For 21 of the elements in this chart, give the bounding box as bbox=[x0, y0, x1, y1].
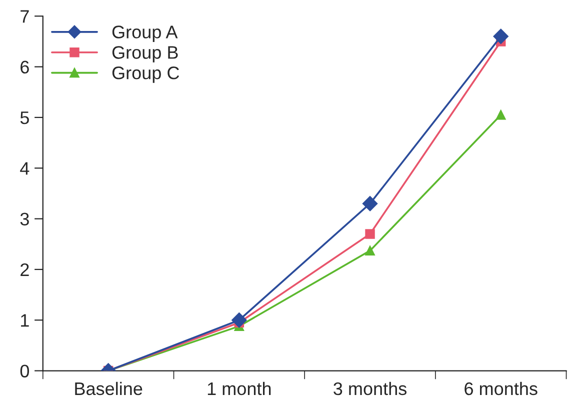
y-tick-label: 0 bbox=[20, 364, 29, 378]
y-tick-label: 4 bbox=[20, 162, 30, 175]
point bbox=[496, 110, 506, 120]
x-tick-label: 1 month bbox=[208, 382, 271, 396]
point bbox=[365, 229, 375, 239]
legend-label: Group C bbox=[112, 66, 180, 83]
x-tick-label: 6 months bbox=[464, 382, 538, 396]
point bbox=[365, 246, 375, 256]
y-tick-label: 6 bbox=[20, 60, 29, 74]
legend-label: Group B bbox=[112, 46, 178, 62]
point bbox=[493, 28, 508, 44]
x-tick-label: 3 months bbox=[334, 382, 406, 396]
y-tick-label: 7 bbox=[20, 10, 29, 23]
y-tick-label: 5 bbox=[20, 112, 29, 124]
legend-label: Group A bbox=[112, 26, 178, 42]
point bbox=[362, 196, 378, 212]
point bbox=[232, 312, 247, 328]
x-tick-label: Baseline bbox=[75, 382, 142, 396]
y-tick-label: 3 bbox=[20, 212, 29, 226]
y-tick-label: 1 bbox=[21, 314, 29, 327]
y-tick-label: 2 bbox=[20, 263, 29, 276]
